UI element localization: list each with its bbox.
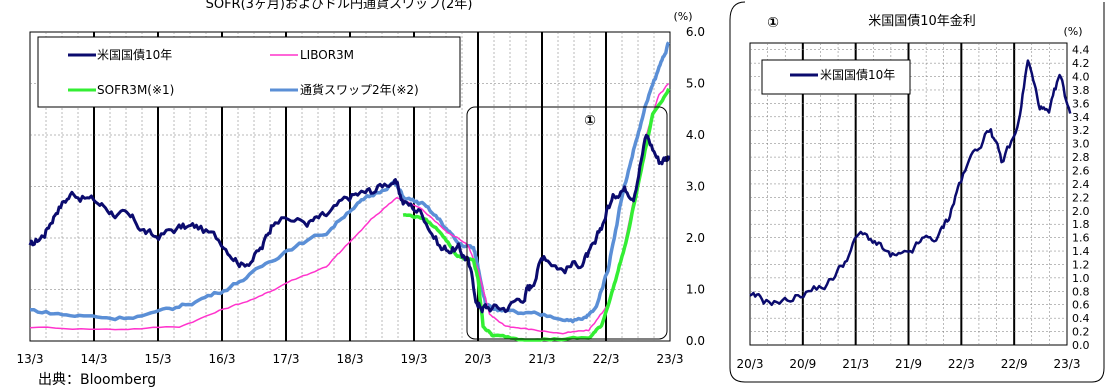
inset-y-tick-labels: 0.00.20.40.60.81.01.21.41.61.82.02.22.42… [1072, 44, 1090, 352]
main-series-line-3 [30, 41, 671, 324]
inset-y-tick-label: 0.6 [1072, 299, 1090, 312]
main-y-tick-label: 1.0 [686, 283, 705, 297]
inset-y-tick-label: 4.0 [1072, 71, 1090, 84]
main-y-tick-label: 5.0 [686, 77, 705, 91]
inset-y-tick-label: 1.2 [1072, 258, 1090, 271]
main-x-tick-label: 21/3 [529, 352, 556, 366]
main-y-tick-label: 3.0 [686, 180, 705, 194]
inset-y-tick-label: 0.4 [1072, 312, 1090, 325]
inset-y-tick-label: 1.0 [1072, 272, 1090, 285]
inset-horizontal-grid [750, 49, 1067, 332]
inset-y-tick-label: 2.2 [1072, 191, 1090, 204]
inset-legend: 米国国債10年 [761, 59, 911, 95]
main-x-tick-label: 15/3 [145, 352, 172, 366]
inset-legend-label: 米国国債10年 [820, 67, 895, 82]
main-x-tick-label: 16/3 [209, 352, 236, 366]
legend-label-libor: LIBOR3M [300, 48, 354, 62]
inset-legend-box [761, 59, 911, 95]
inset-y-tick-label: 1.4 [1072, 245, 1090, 258]
inset-y-tick-label: 3.0 [1072, 138, 1090, 151]
inset-x-tick-label: 20/3 [737, 357, 764, 371]
main-y-tick-label: 6.0 [686, 25, 705, 39]
inset-y-tick-label: 3.2 [1072, 124, 1090, 137]
inset-border [729, 1, 1105, 383]
inset-y-tick-label: 0.2 [1072, 326, 1090, 339]
inset-marker: ① [767, 15, 779, 31]
inset-y-tick-label: 3.4 [1072, 111, 1090, 124]
legend-label-swap: 通貨スワップ2年(※2) [300, 82, 419, 97]
inset-y-tick-label: 0.8 [1072, 285, 1090, 298]
inset-y-tick-label: 2.0 [1072, 205, 1090, 218]
main-x-tick-label: 14/3 [81, 352, 108, 366]
main-y-tick-label: 2.0 [686, 231, 705, 245]
main-x-tick-label: 13/3 [17, 352, 44, 366]
inset-x-tick-label: 21/9 [895, 357, 922, 371]
main-series-line-2 [402, 87, 671, 342]
source-note: 出典：Bloomberg [38, 372, 156, 388]
main-x-tick-label: 17/3 [273, 352, 300, 366]
inset-y-tick-label: 3.8 [1072, 84, 1090, 97]
main-x-tick-label: 18/3 [337, 352, 364, 366]
main-x-tick-label: 20/3 [465, 352, 492, 366]
inset-y-tick-label: 0.0 [1072, 339, 1090, 352]
main-x-tick-label: 23/3 [657, 352, 684, 366]
main-legend-box [37, 36, 461, 108]
inset-y-tick-label: 2.6 [1072, 165, 1090, 178]
inset-chart-title: 米国国債10年金利 [868, 13, 976, 29]
inset-x-tick-label: 23/3 [1054, 357, 1081, 371]
inset-x-tick-label: 22/9 [1001, 357, 1028, 371]
main-chart: SOFR(3ヶ月)およびドル円通貨スワップ(2年) (%) 13/3 14/3 15… [17, 0, 705, 366]
inset-chart-unit: (%) [1063, 25, 1082, 38]
main-chart-unit: (%) [673, 10, 692, 23]
inset-y-tick-label: 4.2 [1072, 57, 1090, 70]
main-legend: 米国国債10年 LIBOR3M SOFR3M(※1) 通貨スワップ2年(※2) [37, 36, 461, 108]
main-y-tick-labels: 0.0 1.0 2.0 3.0 4.0 5.0 6.0 [686, 25, 705, 348]
inset-x-tick-label: 22/3 [948, 357, 975, 371]
inset-y-tick-label: 1.8 [1072, 218, 1090, 231]
main-series-group [28, 41, 671, 342]
legend-label-sofr: SOFR3M(※1) [97, 83, 174, 97]
main-x-tick-labels: 13/3 14/3 15/3 16/3 17/3 18/3 19/3 20/3 21/3 22/3… [17, 352, 684, 366]
inset-chart: ① 米国国債10年金利 (%) 20/3 20/9 21/3 21/9 22/3 22/9… [729, 1, 1105, 383]
inset-y-tick-label: 2.4 [1072, 178, 1090, 191]
inset-y-tick-label: 2.8 [1072, 151, 1090, 164]
inset-y-tick-label: 4.4 [1072, 44, 1090, 57]
main-y-tick-label: 0.0 [686, 334, 705, 348]
main-chart-title: SOFR(3ヶ月)およびドル円通貨スワップ(2年) [206, 0, 473, 12]
legend-label-us10y: 米国国債10年 [97, 47, 172, 62]
inset-series-group [749, 59, 1072, 307]
inset-x-tick-label: 21/3 [842, 357, 869, 371]
main-y-tick-label: 4.0 [686, 128, 705, 142]
highlight-marker: ① [584, 113, 596, 129]
main-series-line-0 [28, 133, 671, 314]
highlight-box [466, 106, 668, 340]
inset-x-tick-labels: 20/3 20/9 21/3 21/9 22/3 22/9 23/3 [737, 357, 1081, 371]
inset-y-tick-label: 3.6 [1072, 97, 1090, 110]
main-x-tick-label: 22/3 [593, 352, 620, 366]
inset-y-tick-label: 1.6 [1072, 232, 1090, 245]
main-x-tick-label: 19/3 [401, 352, 428, 366]
inset-x-tick-label: 20/9 [789, 357, 816, 371]
inset-series-line [749, 59, 1072, 307]
